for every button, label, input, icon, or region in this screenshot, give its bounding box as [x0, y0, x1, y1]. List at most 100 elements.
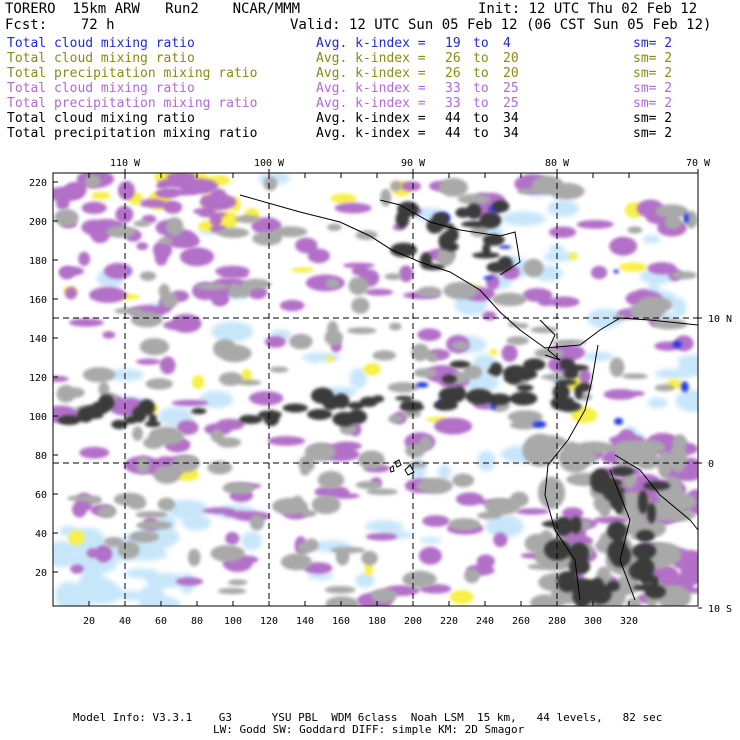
violet-cloud-layer-blob	[562, 507, 584, 519]
dark-cloud-layer-blob	[523, 358, 546, 371]
y-tick-label: 120	[29, 373, 47, 384]
violet-cloud-layer-blob	[343, 262, 375, 269]
gray-cloud-layer-blob	[240, 278, 272, 290]
gray-cloud-layer-blob	[437, 247, 455, 266]
yellow-cloud-layer-blob	[571, 406, 598, 424]
dark-cloud-layer-blob	[570, 516, 582, 534]
legend-k-to: 20	[503, 66, 519, 81]
dark-cloud-layer-blob	[390, 242, 418, 258]
violet-cloud-layer-blob	[603, 389, 637, 400]
gray-cloud-layer-blob	[236, 379, 262, 386]
axis-ticks: 20 40 60 80 100 120 140 160 180 200 220 240 260 280 30…	[29, 158, 732, 627]
gray-cloud-layer-blob	[492, 292, 527, 306]
violet-cloud-layer-blob	[264, 336, 286, 348]
gray-cloud-layer-blob	[411, 343, 430, 362]
gray-cloud-layer-blob	[523, 258, 544, 278]
yellow-cloud-layer-blob	[191, 375, 205, 389]
gray-cloud-layer-blob	[273, 226, 308, 238]
light-blue-cloud-layer-blob	[419, 537, 442, 544]
gray-cloud-layer-blob	[625, 518, 667, 539]
gray-cloud-layer-blob	[207, 460, 233, 475]
light-blue-cloud-layer-blob	[199, 390, 234, 409]
legend-to: to	[473, 36, 489, 51]
y-tick-label: 20	[35, 568, 47, 579]
gray-cloud-layer-blob	[103, 536, 124, 547]
dark-cloud-layer-blob	[610, 466, 635, 477]
dark-cloud-layer-blob	[258, 410, 282, 419]
violet-cloud-layer-blob	[591, 265, 608, 280]
gray-cloud-layer-blob	[130, 311, 163, 328]
light-blue-cloud-layer-blob	[437, 464, 452, 480]
violet-cloud-layer-blob	[78, 251, 91, 266]
light-blue-cloud-layer-blob	[587, 308, 623, 329]
x-tick-label: 320	[620, 616, 638, 627]
coastlines	[239, 194, 698, 601]
light-blue-cloud-layer-blob	[642, 234, 661, 244]
x-tick-label: 220	[440, 616, 458, 627]
x-tick-label: 40	[119, 616, 131, 627]
x-tick-label: 100	[224, 616, 242, 627]
gray-cloud-layer-blob	[217, 588, 247, 595]
violet-cloud-layer-blob	[179, 247, 215, 267]
gray-cloud-layer-blob	[671, 271, 697, 280]
violet-cloud-layer-blob	[70, 564, 84, 574]
dark-cloud-layer-blob	[572, 583, 592, 606]
light-blue-cloud-layer-blob	[501, 211, 546, 226]
gray-cloud-layer-blob	[405, 443, 426, 458]
x-tick-label: 240	[476, 616, 494, 627]
gray-cloud-layer-blob	[380, 188, 392, 207]
light-blue-cloud-layer-blob	[124, 568, 160, 579]
violet-cloud-layer-blob	[154, 247, 168, 266]
violet-cloud-layer-blob	[422, 515, 450, 527]
gray-cloud-layer-blob	[133, 220, 151, 227]
map-panel: 20 40 60 80 100 120 140 160 180 200 220 240 260 280 30…	[0, 150, 740, 650]
gray-cloud-layer-blob	[216, 437, 242, 448]
yellow-cloud-layer-blob	[568, 252, 579, 261]
violet-cloud-layer-blob	[548, 296, 580, 308]
yellow-cloud-layer-blob	[364, 562, 374, 576]
x-tick-label: 60	[155, 616, 167, 627]
gray-cloud-layer-blob	[222, 482, 255, 495]
dark-cloud-layer-blob	[91, 401, 110, 415]
legend-smoothing: sm= 2	[633, 81, 673, 96]
init-time: Init: 12 UTC Thu 02 Feb 12	[478, 1, 698, 17]
legend-to: to	[473, 51, 489, 66]
violet-cloud-layer-blob	[171, 399, 209, 407]
dark-cloud-layer-blob	[82, 412, 104, 419]
dark-cloud-layer-blob	[455, 207, 472, 218]
violet-cloud-layer-blob	[579, 369, 592, 384]
gray-cloud-layer-blob	[655, 204, 689, 219]
lat-label: 10 S	[708, 604, 732, 615]
light-blue-cloud-layer-blob	[53, 540, 76, 568]
dark-cloud-layer-blob	[452, 385, 466, 398]
gray-cloud-layer-blob	[347, 327, 377, 335]
x-tick-label: 200	[404, 616, 422, 627]
gray-cloud-layer-blob	[633, 451, 661, 470]
gray-cloud-layer-blob	[54, 208, 79, 227]
dark-cloud-layer-blob	[503, 368, 524, 385]
violet-cloud-layer-blob	[493, 532, 508, 548]
x-tick-label: 280	[548, 616, 566, 627]
gray-cloud-layer-blob	[531, 435, 567, 449]
yellow-cloud-layer-blob	[363, 362, 381, 376]
gray-cloud-layer-blob	[515, 323, 529, 329]
dark-cloud-layer-blob	[111, 419, 128, 430]
dark-cloud-layer-blob	[144, 420, 161, 428]
x-tick-label: 180	[368, 616, 386, 627]
dark-cloud-layer-blob	[461, 220, 488, 228]
dark-cloud-layer-blob	[449, 360, 471, 369]
lon-label: 90 W	[401, 158, 426, 169]
x-tick-label: 160	[332, 616, 350, 627]
gray-cloud-layer-blob	[145, 378, 173, 390]
gray-cloud-layer-blob	[157, 497, 176, 511]
light-blue-cloud-layer-blob	[547, 199, 579, 217]
gray-cloud-layer-blob	[106, 225, 136, 238]
dark-cloud-layer	[57, 387, 425, 430]
blue-cloud-layer-blob	[483, 276, 494, 280]
gray-cloud-layer-blob	[195, 283, 229, 290]
gray-cloud-layer-blob	[97, 505, 117, 519]
gray-cloud-layer-blob	[417, 286, 442, 298]
y-tick-label: 200	[29, 217, 47, 228]
gray-cloud-layer-blob	[464, 568, 480, 584]
legend-k-from: 26	[445, 66, 461, 81]
